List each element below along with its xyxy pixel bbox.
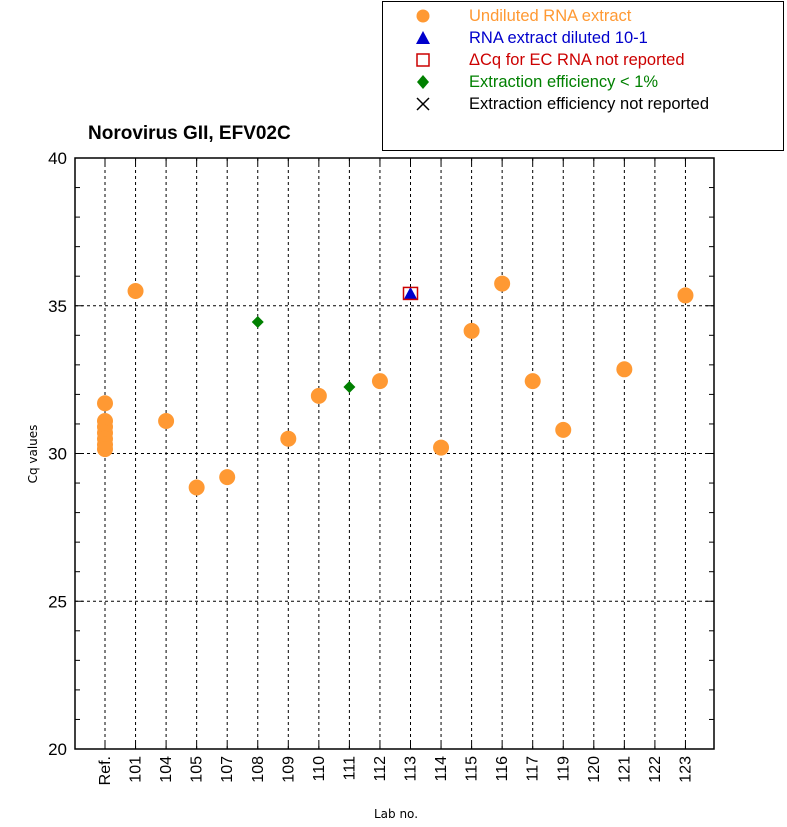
x-tick-label: 121 xyxy=(616,756,633,783)
x-tick-label: Ref. xyxy=(97,756,114,785)
data-point-undiluted xyxy=(555,421,572,438)
data-point-undiluted xyxy=(158,412,175,429)
data-point-efficiency-low xyxy=(251,316,264,329)
data-point-undiluted xyxy=(188,479,205,496)
data-point-undiluted xyxy=(524,373,541,390)
legend-label-efficiency-missing: Extraction efficiency not reported xyxy=(469,95,709,113)
x-tick-label: 104 xyxy=(158,756,175,783)
data-point-undiluted xyxy=(677,287,694,304)
x-axis-ticks: Ref. 101 104 105 107 108 109 110 111 112 113 114 115… xyxy=(97,756,694,785)
data-point-undiluted xyxy=(127,282,144,299)
legend-marker-diamond xyxy=(417,75,429,89)
legend-label-diluted: RNA extract diluted 10-1 xyxy=(469,29,648,47)
y-axis-label: Cq values xyxy=(26,425,40,484)
data-point-undiluted xyxy=(219,469,236,486)
x-tick-label: 119 xyxy=(555,756,572,782)
x-axis-label: Lab no. xyxy=(374,807,418,821)
x-tick-label: 107 xyxy=(219,756,236,783)
data-point-undiluted xyxy=(280,430,297,447)
data-point-efficiency-low xyxy=(343,381,356,394)
y-tick-label: 30 xyxy=(48,445,67,464)
data-points xyxy=(97,275,694,496)
y-axis-ticks: 20 25 30 35 40 xyxy=(48,149,67,759)
legend-marker-triangle xyxy=(416,31,430,44)
legend-marker-square xyxy=(416,53,430,67)
data-point-undiluted xyxy=(97,441,113,458)
data-point-undiluted xyxy=(494,275,511,292)
data-point-undiluted xyxy=(97,395,113,412)
data-point-diluted xyxy=(403,286,418,300)
y-tick-label: 35 xyxy=(48,297,67,316)
legend-marker-x xyxy=(416,97,430,111)
data-point-undiluted xyxy=(616,361,633,378)
x-tick-label: 108 xyxy=(250,756,267,783)
grid-lines xyxy=(75,158,714,749)
plot-frame xyxy=(74,157,715,750)
x-tick-label: 115 xyxy=(464,756,481,782)
y-tick-label: 40 xyxy=(48,149,67,168)
x-tick-label: 116 xyxy=(494,756,511,782)
x-tick-label: 111 xyxy=(341,756,358,780)
x-tick-label: 112 xyxy=(372,756,389,782)
data-point-undiluted xyxy=(433,439,450,456)
x-tick-label: 109 xyxy=(280,756,297,783)
data-point-dcq-missing xyxy=(402,286,419,301)
legend-label-undiluted: Undiluted RNA extract xyxy=(469,7,632,25)
legend-marker-circle xyxy=(416,9,430,23)
y-tick-label: 25 xyxy=(48,592,67,611)
legend-label-dcq: ΔCq for EC RNA not reported xyxy=(469,51,685,69)
data-point-undiluted xyxy=(371,373,388,390)
chart-title: Norovirus GII, EFV02C xyxy=(88,123,291,144)
y-tick-label: 20 xyxy=(48,740,67,759)
x-tick-label: 110 xyxy=(311,756,328,782)
x-tick-label: 113 xyxy=(403,756,420,782)
data-point-undiluted xyxy=(310,387,327,404)
x-tick-label: 101 xyxy=(128,756,145,783)
legend-label-efficiency-low: Extraction efficiency < 1% xyxy=(469,73,659,91)
legend: Undiluted RNA extract RNA extract dilute… xyxy=(382,1,784,151)
x-tick-label: 105 xyxy=(189,756,206,783)
x-tick-label: 117 xyxy=(525,756,542,782)
x-tick-label: 122 xyxy=(647,756,664,783)
x-tick-label: 114 xyxy=(433,756,450,782)
x-tick-label: 120 xyxy=(586,756,603,783)
x-tick-label: 123 xyxy=(677,756,694,783)
data-point-undiluted xyxy=(463,322,480,339)
